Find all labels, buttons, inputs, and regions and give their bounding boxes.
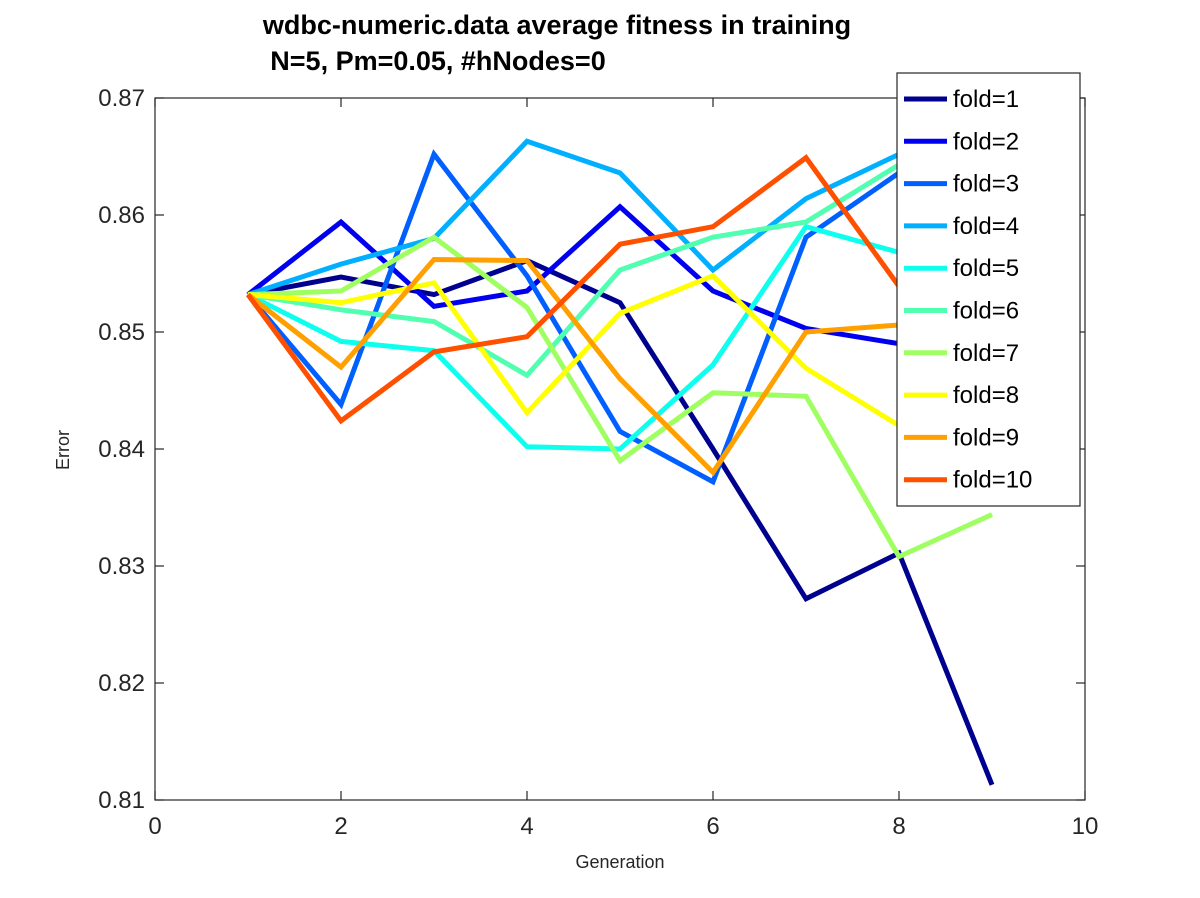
series-line-fold-4 [247,138,901,297]
y-tick-label: 0.82 [98,670,145,697]
legend-label: fold=3 [953,171,1019,198]
legend-label: fold=1 [953,86,1019,113]
x-tick-label: 2 [334,813,347,840]
y-tick-label: 0.87 [98,85,145,112]
legend-label: fold=6 [953,298,1019,325]
legend-label: fold=4 [953,213,1019,240]
legend-box [896,72,1081,507]
chart-title: wdbc-numeric.data average fitness in tra… [262,10,851,40]
x-axis-label: Generation [575,852,664,872]
series-line-fold-3 [246,149,901,486]
series-layer [245,138,995,786]
legend-label: fold=7 [953,340,1019,367]
series-line-fold-9 [246,256,900,477]
legend-label: fold=8 [953,382,1019,409]
chart-subtitle: N=5, Pm=0.05, #hNodes=0 [270,46,605,76]
series-line-fold-10 [245,154,902,425]
legend: fold=1 fold=2 fold=3 fold=4 fold=5 fold=6 fold… [896,72,1081,507]
x-tick-label: 4 [520,813,533,840]
y-tick-label: 0.81 [98,787,145,814]
y-tick-label: 0.86 [98,202,145,229]
legend-label: fold=5 [953,255,1019,282]
y-tick-label: 0.85 [98,319,145,346]
y-tick-label: 0.84 [98,436,145,463]
x-tick-label: 0 [148,813,161,840]
x-tick-label: 10 [1072,813,1099,840]
x-tick-label: 6 [706,813,719,840]
series-line-fold-7 [247,234,994,560]
y-tick-label: 0.83 [98,553,145,580]
legend-label: fold=9 [953,424,1019,451]
legend-label: fold=10 [953,467,1032,494]
series-line-fold-5 [246,223,900,452]
series-line-fold-2 [246,203,900,347]
x-tick-label: 8 [892,813,905,840]
y-axis-label: Error [53,430,73,470]
legend-label: fold=2 [953,128,1019,155]
series-line-fold-1 [247,257,995,786]
